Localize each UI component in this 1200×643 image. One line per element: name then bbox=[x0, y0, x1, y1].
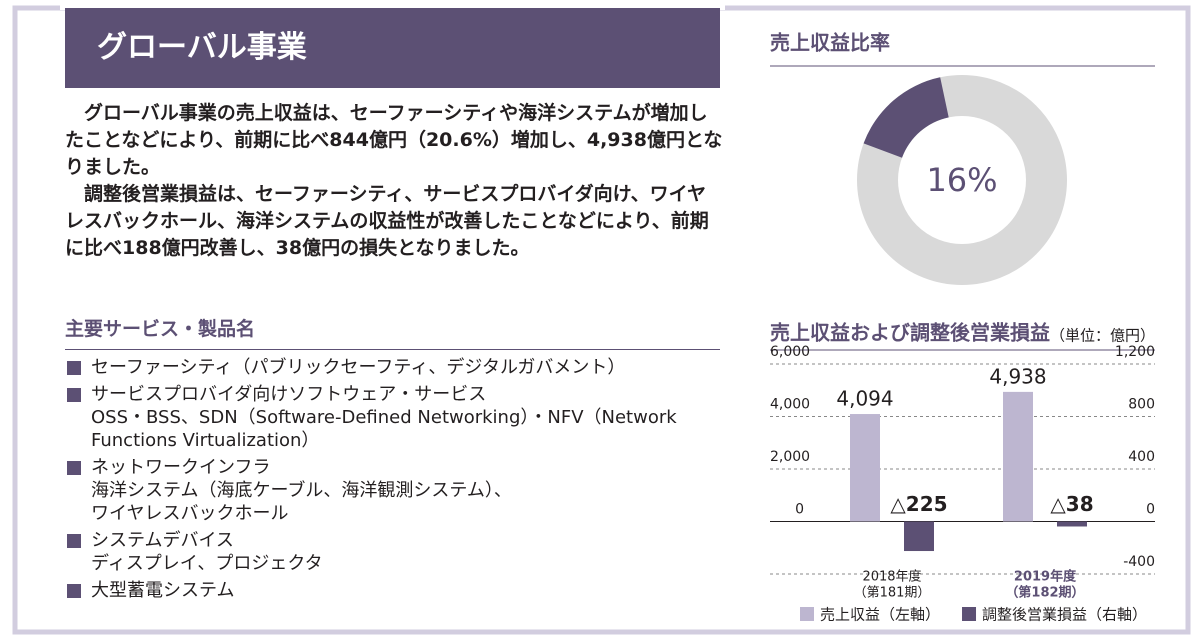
legend-swatch bbox=[800, 607, 814, 621]
bar bbox=[850, 414, 880, 522]
pie-label: 16% bbox=[926, 161, 997, 199]
services-heading: 主要サービス・製品名 bbox=[65, 314, 720, 350]
legend-swatch bbox=[962, 607, 977, 621]
legend-label: 売上収益（左軸） bbox=[820, 606, 940, 624]
service-detail: OSS・BSS、SDN（Software-Defined Networking）… bbox=[91, 407, 677, 451]
x-tick-label: 2019年度 bbox=[1014, 569, 1077, 585]
value-label: △225 bbox=[890, 492, 947, 516]
service-detail: ワイヤレスバックホール bbox=[91, 503, 289, 524]
y-tick-label: 2,000 bbox=[770, 449, 810, 465]
service-name: 大型蓄電システム bbox=[91, 580, 235, 601]
value-label: 4,094 bbox=[836, 387, 893, 411]
bullet bbox=[67, 388, 81, 402]
header-title: グローバル事業 bbox=[65, 8, 720, 88]
body: グローバル事業の売上収益は、セーファーシティや海洋システムが増加したことなどによ… bbox=[65, 100, 723, 262]
y2-tick-label: 400 bbox=[1128, 449, 1155, 465]
paragraph: 調整後営業損益は、セーファーシティ、サービスプロバイダ向け、ワイヤレスバックホー… bbox=[65, 183, 709, 259]
paragraph: グローバル事業の売上収益は、セーファーシティや海洋システムが増加したことなどによ… bbox=[65, 102, 723, 178]
x-tick-label: 2018年度 bbox=[862, 569, 921, 585]
bar-unit: （単位：億円） bbox=[1050, 327, 1155, 345]
service-item: セーファーシティ（パブリックセーフティ、デジタルガバメント） bbox=[65, 356, 725, 379]
x-tick-label: （第181期） bbox=[854, 586, 931, 601]
bar-title: 売上収益および調整後営業損益 bbox=[770, 321, 1050, 345]
service-name: サービスプロバイダ向けソフトウェア・サービス bbox=[91, 384, 487, 405]
y2-tick-label: -400 bbox=[1123, 554, 1155, 570]
bullet bbox=[67, 534, 81, 548]
bullet bbox=[67, 361, 81, 375]
service-detail: ディスプレイ、プロジェクタ bbox=[91, 553, 323, 574]
x-tick-label: （第182期） bbox=[1005, 585, 1084, 601]
y-tick-label: 6,000 bbox=[770, 344, 810, 360]
service-item: サービスプロバイダ向けソフトウェア・サービス OSS・BSS、SDN（Softwa… bbox=[65, 383, 725, 452]
donut-slice bbox=[863, 77, 949, 158]
y2-tick-label: 1,200 bbox=[1115, 344, 1155, 360]
service-item: システムデバイス ディスプレイ、プロジェクタ bbox=[65, 529, 725, 575]
service-name: ネットワークインフラ bbox=[91, 457, 271, 478]
y-tick-label: 0 bbox=[795, 502, 804, 518]
pie-title: 売上収益比率 bbox=[770, 31, 890, 55]
bullet bbox=[67, 461, 81, 475]
bar bbox=[904, 521, 934, 552]
service-detail: 海洋システム（海底ケーブル、海洋観測システム）、 bbox=[91, 480, 512, 501]
value-label: 4,938 bbox=[989, 364, 1046, 388]
y2-tick-label: 800 bbox=[1128, 397, 1155, 413]
legend-label: 調整後営業損益（右軸） bbox=[982, 606, 1147, 624]
bullet bbox=[67, 584, 81, 598]
bar bbox=[1003, 391, 1033, 522]
service-name: セーファーシティ（パブリックセーフティ、デジタルガバメント） bbox=[91, 357, 626, 378]
service-item: 大型蓄電システム bbox=[65, 579, 725, 602]
donut-ring bbox=[857, 75, 1067, 285]
service-name: システムデバイス bbox=[91, 530, 234, 551]
value-label: △38 bbox=[1050, 492, 1093, 516]
frame-gap bbox=[60, 0, 725, 10]
y-tick-label: 4,000 bbox=[770, 397, 810, 413]
y2-tick-label: 0 bbox=[1146, 502, 1155, 518]
services-list: セーファーシティ（パブリックセーフティ、デジタルガバメント） サービスプロバイダ向… bbox=[65, 356, 725, 606]
service-item: ネットワークインフラ 海洋システム（海底ケーブル、海洋観測システム）、 ワイヤレスバ… bbox=[65, 456, 725, 525]
bar bbox=[1057, 521, 1087, 527]
